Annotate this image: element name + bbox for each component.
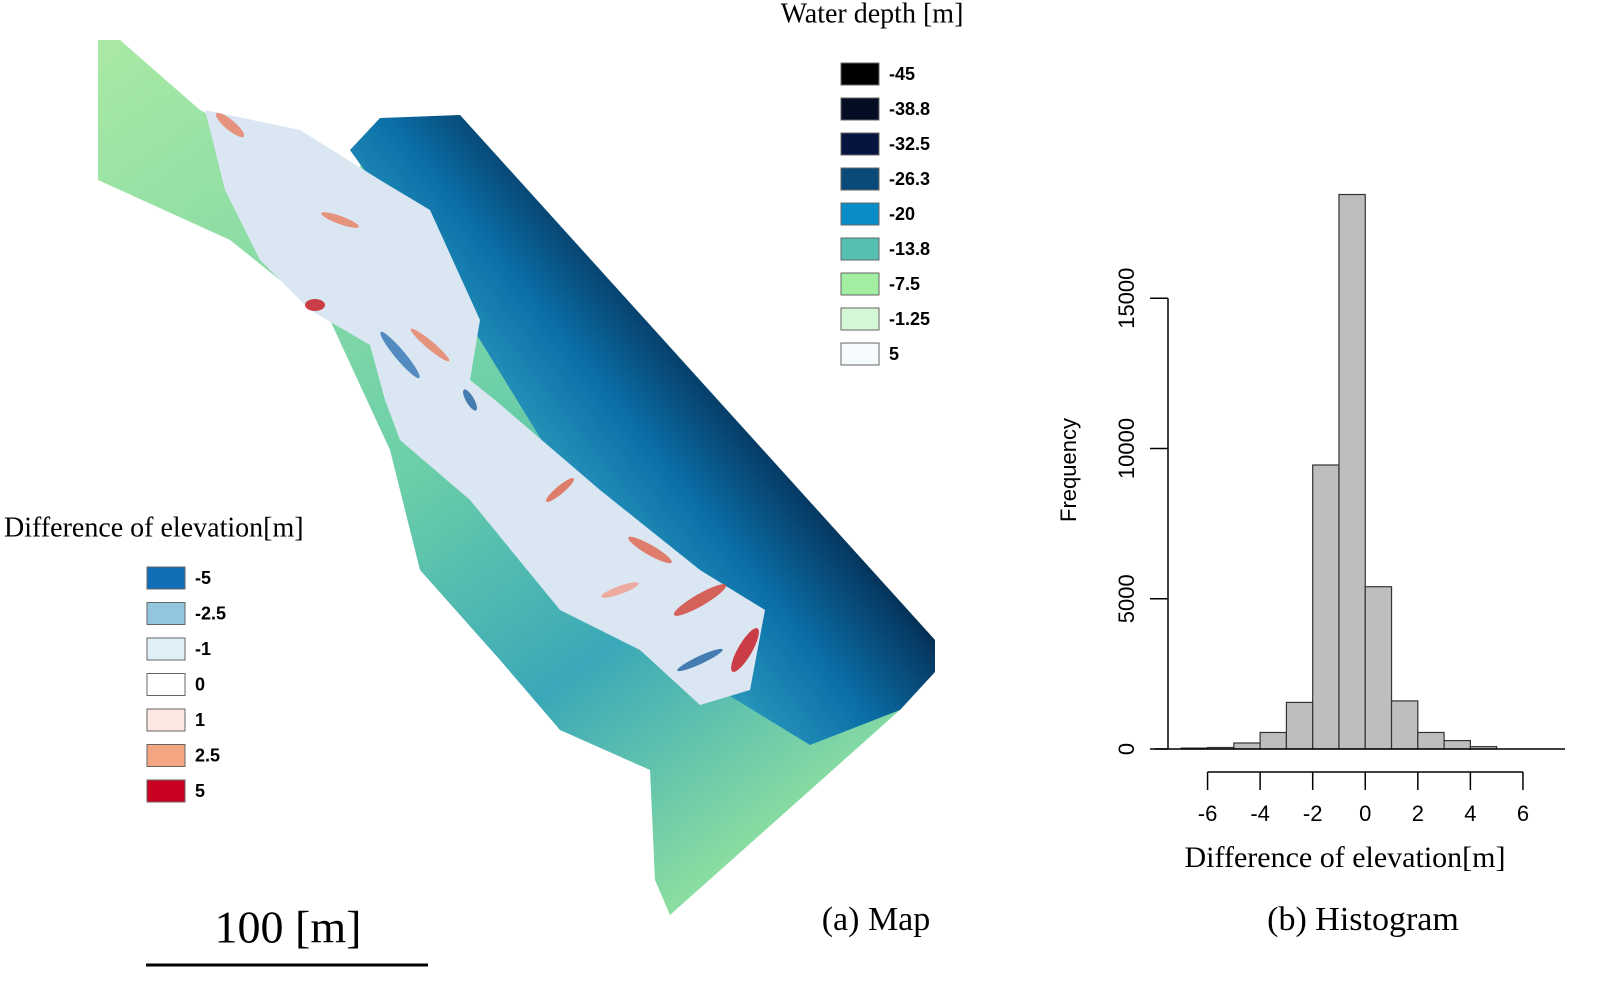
y-tick-label: 10000 bbox=[1114, 418, 1139, 479]
legend-swatch bbox=[840, 342, 880, 366]
legend-label: -1.25 bbox=[889, 309, 930, 329]
legend-swatch bbox=[840, 237, 880, 261]
legend-label: 1 bbox=[195, 710, 205, 730]
legend-swatch bbox=[146, 566, 186, 590]
histogram-bar bbox=[1417, 731, 1445, 750]
x-tick-label: -6 bbox=[1198, 801, 1218, 826]
elevation-legend: -5 -2.5 -1 0 1 2.5 5 bbox=[146, 566, 226, 803]
map-streaks bbox=[215, 112, 759, 672]
legend-label: -7.5 bbox=[889, 274, 920, 294]
legend-label: 5 bbox=[195, 781, 205, 801]
histogram: Difference of elevation[m] Frequency (b)… bbox=[1056, 193, 1565, 938]
legend-swatch bbox=[146, 673, 186, 696]
x-tick-label: 4 bbox=[1464, 801, 1476, 826]
scale-bar-label: 100 [m] bbox=[215, 902, 362, 953]
y-tick-label: 5000 bbox=[1114, 574, 1139, 623]
y-tick-label: 0 bbox=[1114, 743, 1139, 755]
legend-swatch bbox=[840, 62, 880, 86]
x-tick-label: -4 bbox=[1250, 801, 1270, 826]
y-tick-label: 15000 bbox=[1114, 268, 1139, 329]
legend-label: -5 bbox=[195, 568, 211, 588]
x-tick-label: 0 bbox=[1359, 801, 1371, 826]
histogram-bar bbox=[1259, 731, 1288, 750]
x-axis-label: Difference of elevation[m] bbox=[1185, 841, 1506, 874]
map-difference-strip bbox=[205, 110, 765, 705]
histogram-bar bbox=[1364, 586, 1393, 750]
legend-swatch bbox=[146, 708, 186, 732]
legend-label: -45 bbox=[889, 64, 915, 84]
legend-label: -26.3 bbox=[889, 169, 930, 189]
histogram-bar bbox=[1443, 739, 1471, 750]
legend-swatch bbox=[840, 307, 880, 331]
histogram-bar bbox=[1312, 464, 1340, 750]
legend-swatch bbox=[146, 637, 186, 661]
map-deep-area bbox=[350, 115, 935, 745]
legend-swatch bbox=[840, 167, 880, 191]
y-axis-label: Frequency bbox=[1056, 418, 1081, 522]
legend-label: -32.5 bbox=[889, 134, 930, 154]
legend-label: -2.5 bbox=[195, 603, 226, 623]
map: 100 [m] (a) Map Water depth [m] Differen… bbox=[4, 0, 964, 967]
legend-label: -13.8 bbox=[889, 239, 930, 259]
legend-label: 2.5 bbox=[195, 745, 220, 765]
legend-swatch bbox=[840, 132, 880, 156]
x-tick-label: 2 bbox=[1412, 801, 1424, 826]
legend-swatch bbox=[146, 779, 186, 803]
map-caption: (a) Map bbox=[822, 901, 931, 938]
histogram-bar bbox=[1285, 701, 1314, 750]
x-tick-label: 6 bbox=[1517, 801, 1529, 826]
legend-swatch bbox=[146, 602, 186, 625]
histogram-bar bbox=[1390, 700, 1419, 750]
elevation-legend-title: Difference of elevation[m] bbox=[4, 512, 304, 543]
legend-swatch bbox=[146, 744, 186, 767]
legend-swatch bbox=[840, 272, 880, 296]
x-tick-label: -2 bbox=[1303, 801, 1323, 826]
legend-label: -1 bbox=[195, 639, 211, 659]
histogram-bar bbox=[1338, 193, 1366, 750]
legend-label: -20 bbox=[889, 204, 915, 224]
depth-legend-title: Water depth [m] bbox=[781, 0, 964, 29]
legend-swatch bbox=[840, 202, 880, 226]
histogram-bar bbox=[1233, 742, 1261, 750]
legend-label: 0 bbox=[195, 674, 205, 694]
histogram-caption: (b) Histogram bbox=[1267, 901, 1459, 938]
legend-label: -38.8 bbox=[889, 99, 930, 119]
legend-label: 5 bbox=[889, 344, 899, 364]
legend-swatch bbox=[840, 97, 880, 121]
depth-legend: -45 -38.8 -32.5 -26.3 -20 -13.8 -7.5 -1.25 5 bbox=[840, 62, 930, 366]
